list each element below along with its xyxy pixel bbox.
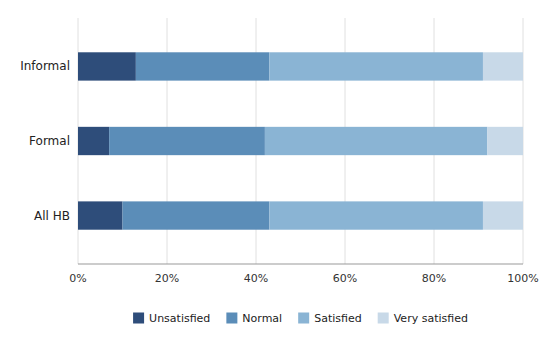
chart-container: 0% 20% 40% 60% 80% 100% All HB Formal Informal Un… (0, 0, 545, 342)
x-tick-label: 80% (422, 272, 446, 285)
x-tick-label: 0% (69, 272, 86, 285)
legend-swatch (378, 313, 389, 324)
bar-segment (78, 127, 109, 155)
legend-swatch (226, 313, 237, 324)
bar-segment (109, 127, 265, 155)
bar-segment (487, 127, 523, 155)
bar-segment (483, 201, 523, 229)
x-tick-label: 60% (333, 272, 357, 285)
bar-segment (78, 52, 136, 80)
legend-swatch (133, 313, 144, 324)
bars (78, 52, 523, 229)
legend-item: Very satisfied (378, 312, 468, 325)
grid (78, 18, 523, 264)
y-tick-label: Informal (20, 59, 70, 73)
bar-segment (269, 52, 483, 80)
bar-segment (265, 127, 488, 155)
y-axis: All HB Formal Informal (20, 59, 70, 222)
legend: Unsatisfied Normal Satisfied Very satisfied (133, 312, 468, 325)
legend-item: Satisfied (298, 312, 362, 325)
legend-item: Unsatisfied (133, 312, 210, 325)
bar-segment (123, 201, 270, 229)
x-axis: 0% 20% 40% 60% 80% 100% (69, 264, 538, 285)
y-tick-label: All HB (34, 209, 70, 223)
legend-label: Very satisfied (394, 312, 468, 325)
legend-label: Unsatisfied (149, 312, 210, 325)
bar-segment (136, 52, 270, 80)
legend-label: Satisfied (314, 312, 362, 325)
x-tick-label: 20% (155, 272, 179, 285)
legend-label: Normal (242, 312, 282, 325)
x-tick-label: 40% (244, 272, 268, 285)
bar-segment (269, 201, 483, 229)
x-axis-line (78, 264, 523, 265)
bar-segment (78, 201, 123, 229)
legend-item: Normal (226, 312, 282, 325)
chart-svg: 0% 20% 40% 60% 80% 100% All HB Formal Informal Un… (0, 0, 545, 342)
x-tick-label: 100% (507, 272, 538, 285)
legend-swatch (298, 313, 309, 324)
y-tick-label: Formal (29, 134, 70, 148)
bar-segment (483, 52, 523, 80)
